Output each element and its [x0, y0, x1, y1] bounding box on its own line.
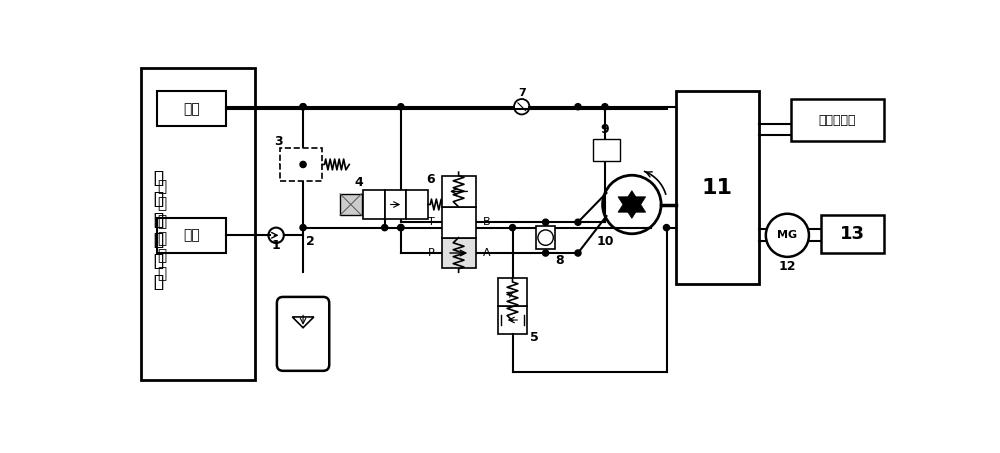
- Circle shape: [300, 161, 306, 168]
- Text: 回油: 回油: [183, 102, 200, 116]
- Circle shape: [575, 104, 581, 110]
- Bar: [385, 190, 406, 219]
- Text: 9: 9: [601, 123, 609, 136]
- Bar: [820, 215, 884, 253]
- Bar: [498, 279, 527, 306]
- Text: 4: 4: [355, 177, 364, 189]
- Bar: [280, 148, 322, 181]
- Text: 11: 11: [702, 178, 733, 198]
- Text: 1: 1: [272, 239, 280, 252]
- Text: 机
载
液
压
系
统: 机 载 液 压 系 统: [153, 169, 163, 291]
- Bar: [498, 306, 527, 334]
- Bar: [363, 190, 385, 219]
- Text: 3: 3: [274, 135, 283, 148]
- Text: 7: 7: [518, 88, 526, 98]
- Text: A: A: [483, 248, 490, 258]
- Circle shape: [575, 219, 581, 225]
- Circle shape: [509, 225, 516, 231]
- Text: 机
载
液
压
系
统: 机 载 液 压 系 统: [157, 179, 166, 281]
- Circle shape: [300, 225, 306, 231]
- Circle shape: [382, 225, 388, 231]
- Bar: [141, 68, 255, 380]
- FancyBboxPatch shape: [277, 297, 329, 371]
- Text: MG: MG: [777, 230, 797, 240]
- Text: 供油: 供油: [183, 228, 200, 242]
- Circle shape: [543, 219, 549, 225]
- Bar: [442, 176, 476, 207]
- Bar: [676, 92, 759, 284]
- Bar: [536, 226, 555, 249]
- Circle shape: [663, 225, 670, 231]
- Bar: [340, 194, 362, 215]
- Bar: [593, 139, 620, 161]
- Circle shape: [575, 250, 581, 256]
- Circle shape: [398, 225, 404, 231]
- Text: 13: 13: [840, 225, 865, 243]
- Text: 6: 6: [427, 173, 435, 186]
- Text: 12: 12: [779, 260, 796, 273]
- Text: 5: 5: [530, 331, 538, 344]
- Polygon shape: [618, 197, 646, 218]
- Text: 2: 2: [306, 235, 315, 248]
- Text: 10: 10: [596, 235, 614, 248]
- Text: P: P: [428, 248, 434, 258]
- Text: 机
载
液
压
系
统: 机 载 液 压 系 统: [153, 169, 163, 291]
- Circle shape: [543, 250, 549, 256]
- Circle shape: [398, 225, 404, 231]
- Bar: [791, 99, 884, 141]
- Circle shape: [300, 104, 306, 110]
- Polygon shape: [618, 191, 646, 212]
- Text: 机载执行器: 机载执行器: [819, 114, 856, 127]
- Bar: [442, 238, 476, 269]
- Text: T: T: [428, 217, 434, 227]
- Bar: [157, 218, 226, 253]
- Text: B: B: [483, 217, 490, 227]
- Bar: [406, 190, 428, 219]
- Circle shape: [602, 104, 608, 110]
- Bar: [442, 207, 476, 238]
- Circle shape: [398, 104, 404, 110]
- Text: 8: 8: [555, 254, 564, 267]
- Bar: [157, 92, 226, 126]
- Circle shape: [300, 104, 306, 110]
